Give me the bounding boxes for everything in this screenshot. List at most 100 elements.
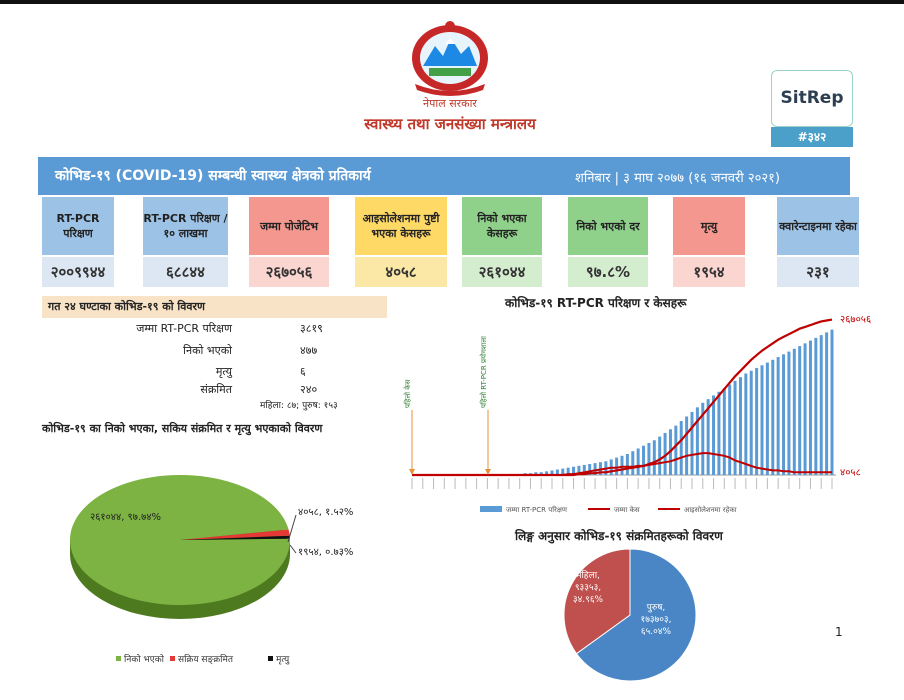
test-bar: [647, 443, 651, 475]
test-bar: [722, 388, 726, 475]
annotation-label: पहिलो RT-PCR प्रयोगशाला: [479, 336, 488, 408]
test-bar: [728, 384, 732, 475]
trend-chart-title: कोभिड-१९ RT-PCR परिक्षण र केसहरू: [505, 296, 687, 310]
last24-row-label: निको भएको: [183, 344, 232, 357]
stat-card-label: RT-PCR परिक्षण: [42, 197, 114, 255]
test-bar: [792, 348, 796, 475]
gender-pie-chart: पुरुष, १७३७०३, ६५.०४% महिला, ९३३५३, ३४.९६%: [563, 548, 697, 682]
legend-swatch: [268, 656, 273, 661]
test-bar: [787, 351, 791, 475]
stat-card-value: २३१: [777, 257, 859, 287]
legend-label: जम्मा केस: [614, 505, 640, 514]
test-bar: [798, 346, 802, 475]
legend-swatch: [170, 656, 175, 661]
stat-card-label: निको भएका केसहरू: [462, 197, 542, 255]
test-bar: [830, 329, 834, 475]
test-bar: [695, 407, 699, 475]
top-border: [0, 0, 904, 4]
last24-row-label: जम्मा RT-PCR परिक्षण: [136, 322, 232, 335]
leader-line: [289, 544, 297, 554]
leader-line: [287, 514, 297, 543]
gender-slice: [563, 548, 631, 655]
test-bar: [755, 368, 759, 475]
test-bar: [717, 391, 721, 475]
nepal-emblem-icon: [412, 21, 488, 96]
test-bar: [593, 463, 597, 475]
last24-sex-split: महिला: ८७; पुरुष: १५३: [260, 401, 338, 411]
pie-slice: [180, 529, 290, 540]
test-bar: [550, 470, 554, 475]
test-bar: [674, 425, 678, 475]
test-bar: [738, 377, 742, 475]
test-bar: [771, 359, 775, 475]
cases-line: [412, 318, 833, 477]
test-bar: [561, 468, 565, 475]
legend-label: सक्रिय सङ्क्रमित: [178, 653, 234, 665]
gender-slice-label: महिला, ९३३५३, ३४.९६%: [573, 569, 604, 605]
page-number: 1: [835, 625, 843, 639]
test-bar: [577, 465, 581, 475]
test-bar: [825, 332, 829, 475]
outcome-pie-chart: २६१०४४, ९७.७४% ४०५८, १.५२% १९५४, ०.७३% निको…: [69, 474, 353, 665]
stat-card-value: २६७०५६: [249, 257, 329, 287]
pie-slice-label: १९५४, ०.७३%: [298, 547, 353, 558]
title-banner: [38, 157, 850, 195]
last24-row-value: ६: [300, 365, 306, 378]
legend-label: जम्मा RT-PCR परिक्षण: [506, 505, 568, 514]
test-bar: [658, 436, 662, 475]
stat-card-value: ६८८४४: [143, 257, 228, 287]
test-bar: [625, 453, 629, 475]
test-bar: [706, 399, 710, 475]
legend-label: मृत्यु: [276, 655, 290, 665]
stat-card-value: ४०५८: [355, 257, 447, 287]
legend-label: निको भएको: [124, 653, 165, 665]
stat-card-value: १९५४: [673, 257, 745, 287]
test-bar: [733, 380, 737, 475]
stat-card-value: ९७.८%: [568, 257, 648, 287]
test-bar: [819, 335, 823, 475]
stat-card-value: २००९९४४: [42, 257, 114, 287]
gender-slice-label: पुरुष, १७३७०३, ६५.०४%: [641, 603, 672, 637]
legend-swatch: [116, 656, 121, 661]
pie-slice-label: ४०५८, १.५२%: [298, 507, 353, 518]
government-label: नेपाल सरकार: [423, 97, 477, 110]
pie-slice: [69, 474, 290, 605]
test-bar: [555, 469, 559, 475]
test-bar: [588, 464, 592, 475]
test-bar: [539, 472, 543, 475]
test-bar: [808, 340, 812, 475]
ministry-title: स्वास्थ्य तथा जनसंख्या मन्त्रालय: [364, 115, 536, 133]
stat-card-value: २६१०४४: [462, 257, 542, 287]
cases-end-label: २६७०५६: [840, 315, 871, 326]
sitrep-title: SitRep: [780, 88, 844, 108]
pie-slice-label: २६१०४४, ९७.७४%: [90, 512, 161, 523]
gender-pie-title: लिङ्ग अनुसार कोभिड-१९ संक्रमितहरूको विवर…: [515, 529, 723, 543]
trend-chart: पहिलो केस पहिलो RT-PCR प्रयोगशाला २६७०५६ ४०…: [403, 315, 871, 514]
test-bar: [663, 432, 667, 475]
test-bar: [712, 395, 716, 475]
last24-row-value: ४७७: [300, 344, 318, 357]
stat-card-label: मृत्यु: [673, 197, 745, 255]
test-bar: [566, 467, 570, 475]
isolation-line: [412, 452, 832, 476]
annotation-label: पहिलो केस: [403, 379, 412, 408]
last24-row-value: २४०: [300, 383, 318, 396]
test-bar: [615, 457, 619, 475]
stat-card-label: निको भएको दर: [568, 197, 648, 255]
test-bar: [545, 471, 549, 475]
arrow-head-icon: [485, 469, 491, 475]
test-bar: [679, 421, 683, 475]
last24-heading: गत २४ घण्टाका कोभिड-१९ को विवरण: [42, 296, 387, 318]
test-bar: [685, 416, 689, 475]
banner-title: कोभिड-१९ (COVID-19) सम्बन्धी स्वास्थ्य क…: [55, 168, 371, 184]
test-bar: [749, 370, 753, 475]
report-date: शनिबार | ३ माघ २०७७ (१६ जनवरी २०२१): [575, 171, 780, 186]
test-bar: [642, 445, 646, 475]
sitrep-badge: [771, 70, 853, 127]
test-bar: [631, 451, 635, 475]
test-bar: [765, 362, 769, 475]
test-bar: [652, 440, 656, 475]
test-bar: [534, 472, 538, 475]
legend-label: आइसोलेशनमा रहेका: [684, 505, 737, 514]
pie-slice: [180, 535, 290, 540]
